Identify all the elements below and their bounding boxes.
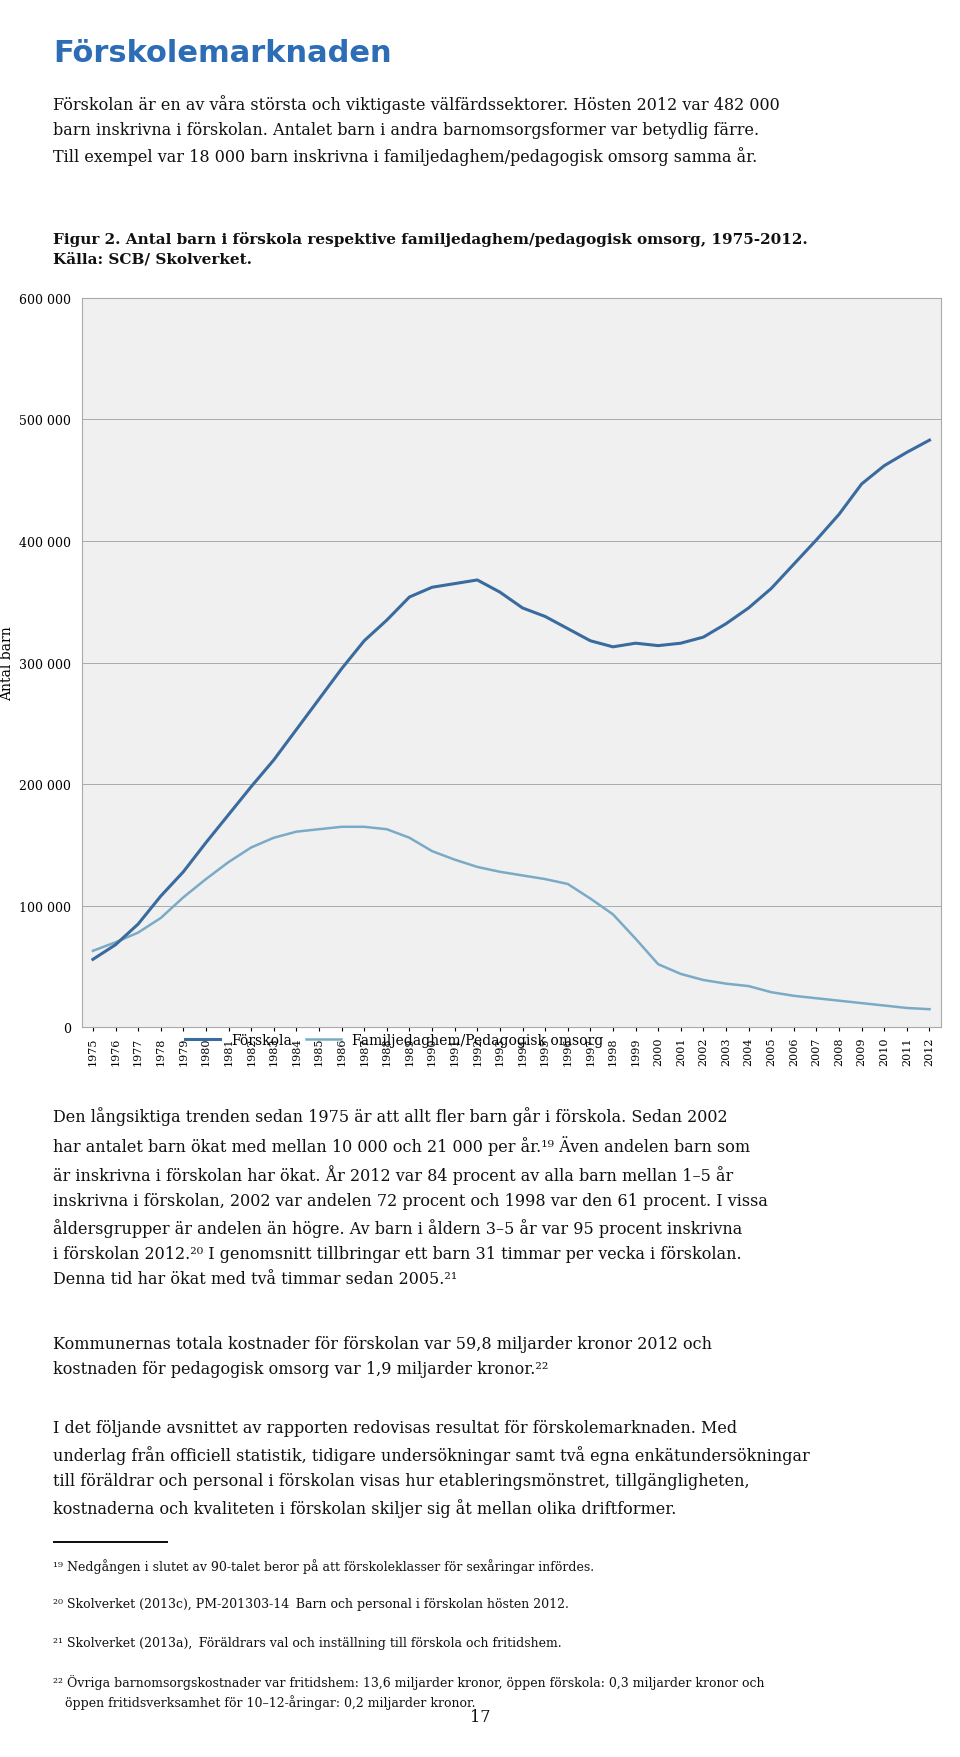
Förskola [358, 631, 370, 652]
Familjedaghem/Pedagogisk omsorg [720, 973, 732, 994]
Förskola [268, 750, 279, 771]
Legend: Förskola, Familjedaghem/Pedagogisk omsorg: Förskola, Familjedaghem/Pedagogisk omsor… [180, 1028, 609, 1052]
Förskola [833, 504, 845, 525]
Line: Förskola: Förskola [93, 441, 929, 959]
Familjedaghem/Pedagogisk omsorg [268, 828, 279, 849]
Förskola [494, 582, 506, 603]
Text: ²¹ Skolverket (2013a),  Föräldrars val och inställning till förskola och fritids: ²¹ Skolverket (2013a), Föräldrars val oc… [53, 1636, 562, 1648]
Y-axis label: Antal barn: Antal barn [0, 625, 13, 701]
Familjedaghem/Pedagogisk omsorg [585, 889, 596, 910]
Familjedaghem/Pedagogisk omsorg [246, 838, 257, 859]
Familjedaghem/Pedagogisk omsorg [291, 822, 302, 843]
Förskola [516, 597, 528, 618]
Familjedaghem/Pedagogisk omsorg [607, 905, 618, 926]
Förskola [449, 575, 461, 596]
Familjedaghem/Pedagogisk omsorg [336, 817, 348, 838]
Familjedaghem/Pedagogisk omsorg [788, 986, 800, 1007]
Förskola [540, 606, 551, 627]
Förskola [924, 430, 935, 452]
Förskola [743, 597, 755, 618]
Familjedaghem/Pedagogisk omsorg [675, 965, 686, 986]
Förskola [765, 578, 777, 599]
Familjedaghem/Pedagogisk omsorg [132, 922, 144, 944]
Familjedaghem/Pedagogisk omsorg [856, 993, 868, 1014]
Familjedaghem/Pedagogisk omsorg [810, 987, 822, 1009]
Familjedaghem/Pedagogisk omsorg [381, 819, 393, 840]
Förskola [381, 610, 393, 631]
Förskola [426, 578, 438, 599]
Förskola [178, 861, 189, 882]
Familjedaghem/Pedagogisk omsorg [562, 873, 573, 894]
Familjedaghem/Pedagogisk omsorg [87, 940, 99, 961]
Förskola [313, 689, 324, 710]
Förskola [404, 587, 416, 608]
Familjedaghem/Pedagogisk omsorg [223, 852, 234, 873]
Text: ¹⁹ Nedgången i slutet av 90-talet beror på att förskoleklasser för sexåringar in: ¹⁹ Nedgången i slutet av 90-talet beror … [53, 1558, 594, 1573]
Förskola [562, 618, 573, 640]
Familjedaghem/Pedagogisk omsorg [358, 817, 370, 838]
Förskola [720, 613, 732, 634]
Text: Förskolan är en av våra största och viktigaste välfärdssektorer. Hösten 2012 var: Förskolan är en av våra största och vikt… [53, 95, 780, 167]
Text: 17: 17 [469, 1708, 491, 1725]
Familjedaghem/Pedagogisk omsorg [201, 870, 212, 891]
Familjedaghem/Pedagogisk omsorg [765, 982, 777, 1003]
Text: Förskolemarknaden: Förskolemarknaden [53, 39, 392, 67]
Förskola [87, 949, 99, 970]
Familjedaghem/Pedagogisk omsorg [653, 954, 664, 975]
Förskola [607, 638, 618, 659]
Familjedaghem/Pedagogisk omsorg [449, 850, 461, 871]
Familjedaghem/Pedagogisk omsorg [404, 828, 416, 849]
Familjedaghem/Pedagogisk omsorg [155, 908, 166, 929]
Förskola [223, 805, 234, 826]
Familjedaghem/Pedagogisk omsorg [109, 933, 121, 954]
Förskola [653, 636, 664, 657]
Familjedaghem/Pedagogisk omsorg [630, 929, 641, 951]
Familjedaghem/Pedagogisk omsorg [313, 819, 324, 840]
Förskola [291, 720, 302, 741]
Förskola [810, 531, 822, 552]
Familjedaghem/Pedagogisk omsorg [878, 996, 890, 1017]
Familjedaghem/Pedagogisk omsorg [698, 970, 709, 991]
Familjedaghem/Pedagogisk omsorg [516, 866, 528, 887]
Förskola [336, 659, 348, 680]
Line: Familjedaghem/Pedagogisk omsorg: Familjedaghem/Pedagogisk omsorg [93, 828, 929, 1010]
Text: Den långsiktiga trenden sedan 1975 är att allt fler barn går i förskola. Sedan 2: Den långsiktiga trenden sedan 1975 är at… [53, 1107, 768, 1286]
Familjedaghem/Pedagogisk omsorg [901, 998, 913, 1019]
Text: ²² Övriga barnomsorgskostnader var fritidshem: 13,6 miljarder kronor, öppen förs: ²² Övriga barnomsorgskostnader var friti… [53, 1674, 764, 1710]
Familjedaghem/Pedagogisk omsorg [743, 975, 755, 996]
Familjedaghem/Pedagogisk omsorg [471, 857, 483, 878]
Förskola [155, 886, 166, 907]
Förskola [471, 569, 483, 590]
Förskola [698, 627, 709, 648]
Förskola [132, 914, 144, 935]
Text: Figur 2. Antal barn i förskola respektive familjedaghem/pedagogisk omsorg, 1975-: Figur 2. Antal barn i förskola respektiv… [53, 232, 807, 267]
Familjedaghem/Pedagogisk omsorg [494, 861, 506, 882]
Förskola [675, 633, 686, 654]
Familjedaghem/Pedagogisk omsorg [426, 842, 438, 863]
Familjedaghem/Pedagogisk omsorg [924, 1000, 935, 1021]
Förskola [201, 833, 212, 854]
Familjedaghem/Pedagogisk omsorg [540, 870, 551, 891]
Förskola [109, 935, 121, 956]
Text: Kommunernas totala kostnader för förskolan var 59,8 miljarder kronor 2012 och
ko: Kommunernas totala kostnader för förskol… [53, 1335, 711, 1377]
Förskola [901, 443, 913, 464]
Familjedaghem/Pedagogisk omsorg [833, 991, 845, 1012]
Förskola [630, 633, 641, 654]
Förskola [788, 553, 800, 575]
Förskola [246, 777, 257, 798]
Familjedaghem/Pedagogisk omsorg [178, 887, 189, 908]
Text: ²⁰ Skolverket (2013c), PM-201303-14  Barn och personal i förskolan hösten 2012.: ²⁰ Skolverket (2013c), PM-201303-14 Barn… [53, 1597, 568, 1609]
Förskola [585, 631, 596, 652]
Förskola [856, 474, 868, 495]
Text: I det följande avsnittet av rapporten redovisas resultat för förskolemarknaden. : I det följande avsnittet av rapporten re… [53, 1420, 809, 1516]
Förskola [878, 455, 890, 476]
